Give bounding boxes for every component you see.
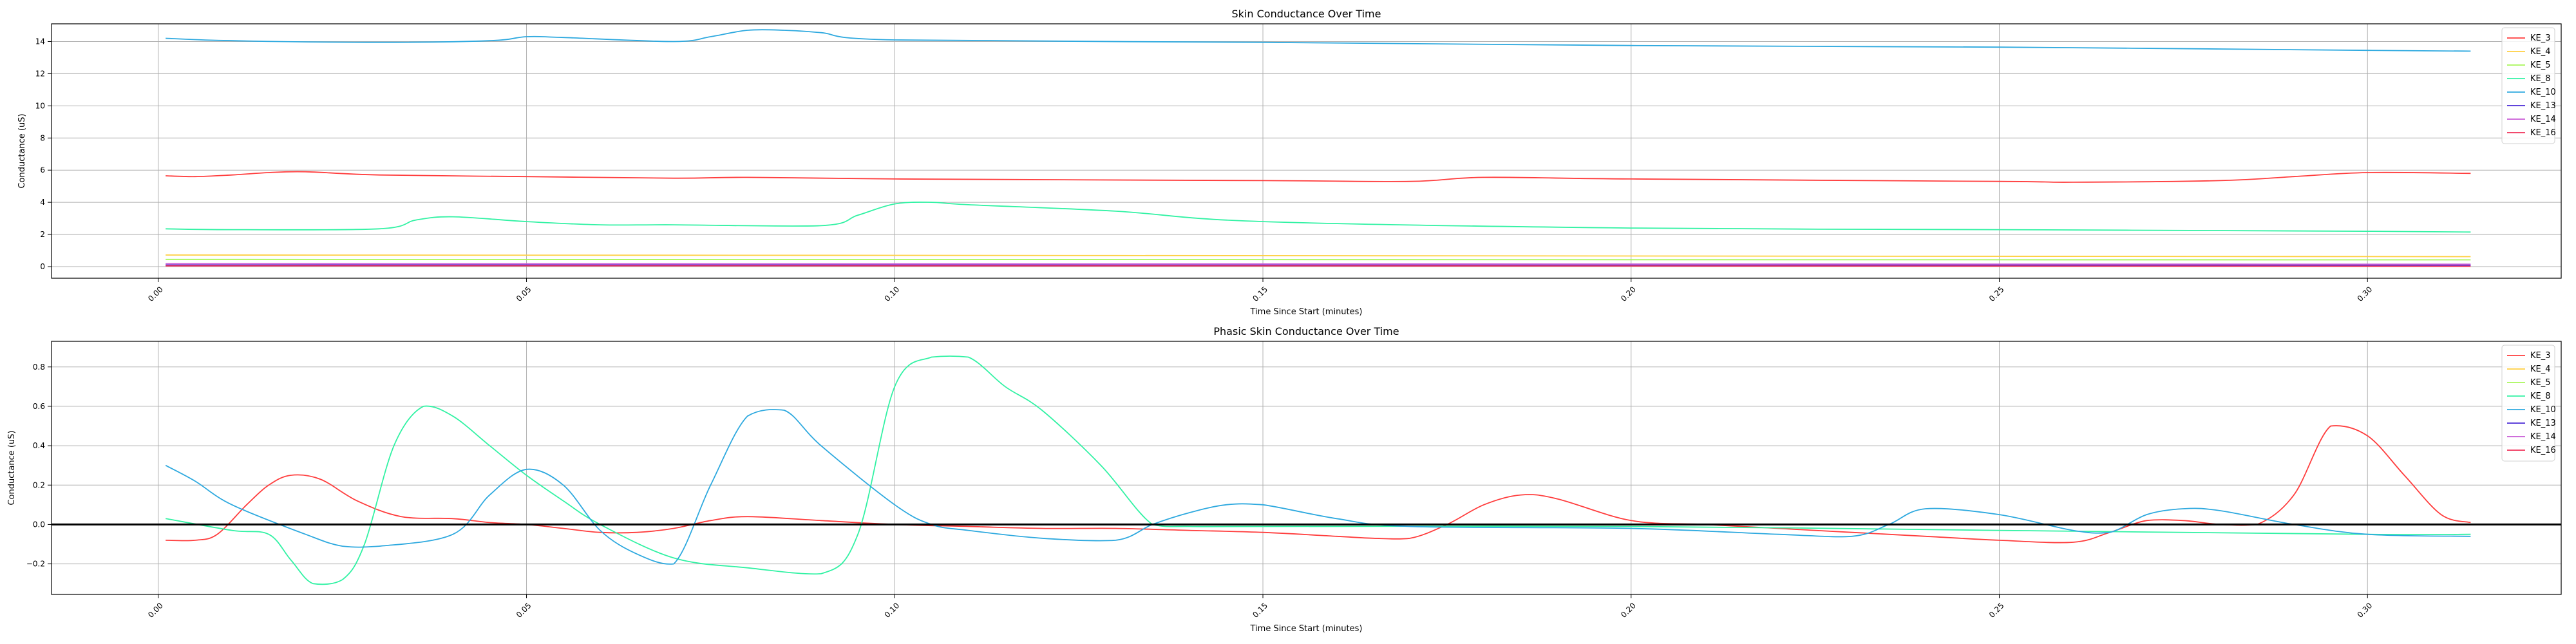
plot-area-frame — [51, 23, 2562, 279]
legend-entry: KE_4 — [2530, 47, 2551, 57]
x-tick-label: 0.15 — [1251, 601, 1269, 620]
legend-entry: KE_10 — [2530, 405, 2556, 415]
legend-entry: KE_10 — [2530, 88, 2556, 97]
y-axis-label: Conductance (uS) — [17, 113, 27, 188]
y-tick-label: 10 — [35, 101, 45, 110]
x-tick-label: 0.05 — [515, 285, 533, 303]
y-tick-label: 0 — [40, 262, 45, 271]
series-line-ke-4 — [166, 254, 2471, 258]
grid — [52, 341, 2561, 594]
grid — [52, 24, 2561, 278]
series-line-ke-10 — [165, 409, 2471, 565]
legend-entry: KE_8 — [2530, 74, 2551, 84]
series-line-ke-3 — [166, 171, 2471, 183]
y-tick-label: 14 — [35, 37, 45, 46]
x-tick-label: 0.10 — [883, 285, 902, 303]
x-tick-label: 0.20 — [1619, 601, 1638, 620]
x-tick-label: 0.20 — [1619, 285, 1638, 303]
x-tick-label: 0.05 — [515, 601, 533, 620]
phasic-skin-conductance-panel: Phasic Skin Conductance Over Time 0.00 0.0… — [7, 325, 2562, 634]
legend-entry: KE_14 — [2530, 432, 2556, 442]
y-tick-label: 0.8 — [33, 363, 45, 372]
series-line-ke-3 — [166, 425, 2471, 544]
x-tick-label: 0.25 — [1987, 601, 2006, 620]
series-line-ke-8 — [166, 355, 2471, 585]
x-axis-label: Time Since Start (minutes) — [1250, 307, 1363, 317]
x-tick-label: 0.10 — [883, 601, 902, 620]
y-axis-label: Conductance (uS) — [7, 430, 17, 505]
x-tick-label: 0.25 — [1987, 285, 2006, 303]
legend-entry: KE_5 — [2530, 378, 2551, 388]
legend: KE_3 KE_4 KE_5 KE_8 KE_10 KE_13 KE_14 KE_16 — [2501, 345, 2556, 462]
y-tick-label: 8 — [40, 133, 45, 142]
y-tick-label: −0.2 — [26, 560, 45, 569]
y-tick-label: 0.2 — [33, 480, 45, 489]
legend-entry: KE_4 — [2530, 365, 2551, 374]
series-lines — [166, 29, 2471, 267]
chart-title: Skin Conductance Over Time — [1232, 8, 1381, 20]
y-tick-label: 2 — [40, 230, 45, 239]
skin-conductance-panel: Skin Conductance Over Time 0.00 0.05 0.10 0.… — [17, 8, 2562, 317]
y-tick-label: 0.0 — [33, 520, 45, 529]
legend-entry: KE_13 — [2530, 419, 2556, 428]
series-line-ke-16 — [166, 265, 2471, 267]
x-tick-label: 0.00 — [146, 285, 165, 303]
x-tick-label: 0.30 — [2356, 285, 2374, 303]
series-line-ke-10 — [166, 29, 2471, 52]
plot-area-frame — [51, 341, 2562, 595]
legend-entry: KE_14 — [2530, 115, 2556, 124]
legend-entry: KE_5 — [2530, 61, 2551, 70]
series-lines — [165, 355, 2471, 585]
series-line-ke-8 — [166, 202, 2471, 233]
x-tick-label: 0.00 — [146, 601, 165, 620]
y-tick-label: 12 — [35, 69, 45, 78]
chart-title: Phasic Skin Conductance Over Time — [1213, 325, 1399, 337]
legend-entry: KE_3 — [2530, 351, 2551, 361]
legend-entry: KE_3 — [2530, 33, 2551, 43]
y-tick-label: 4 — [40, 198, 45, 207]
legend-entry: KE_16 — [2530, 128, 2556, 138]
x-tick-label: 0.15 — [1251, 285, 1269, 303]
y-tick-label: 0.6 — [33, 402, 45, 411]
x-axis-label: Time Since Start (minutes) — [1250, 624, 1363, 634]
y-tick-label: 0.4 — [33, 441, 45, 450]
legend-entry: KE_13 — [2530, 101, 2556, 111]
legend-box — [2501, 345, 2555, 462]
legend-entry: KE_8 — [2530, 392, 2551, 401]
y-tick-label: 6 — [40, 166, 45, 175]
x-tick-label: 0.30 — [2356, 601, 2374, 620]
legend: KE_3 KE_4 KE_5 KE_8 KE_10 KE_13 KE_14 KE_16 — [2501, 27, 2556, 144]
series-line-ke-13 — [166, 264, 2471, 266]
legend-entry: KE_16 — [2530, 446, 2556, 455]
series-line-ke-14 — [166, 263, 2471, 265]
legend-box — [2501, 27, 2555, 144]
